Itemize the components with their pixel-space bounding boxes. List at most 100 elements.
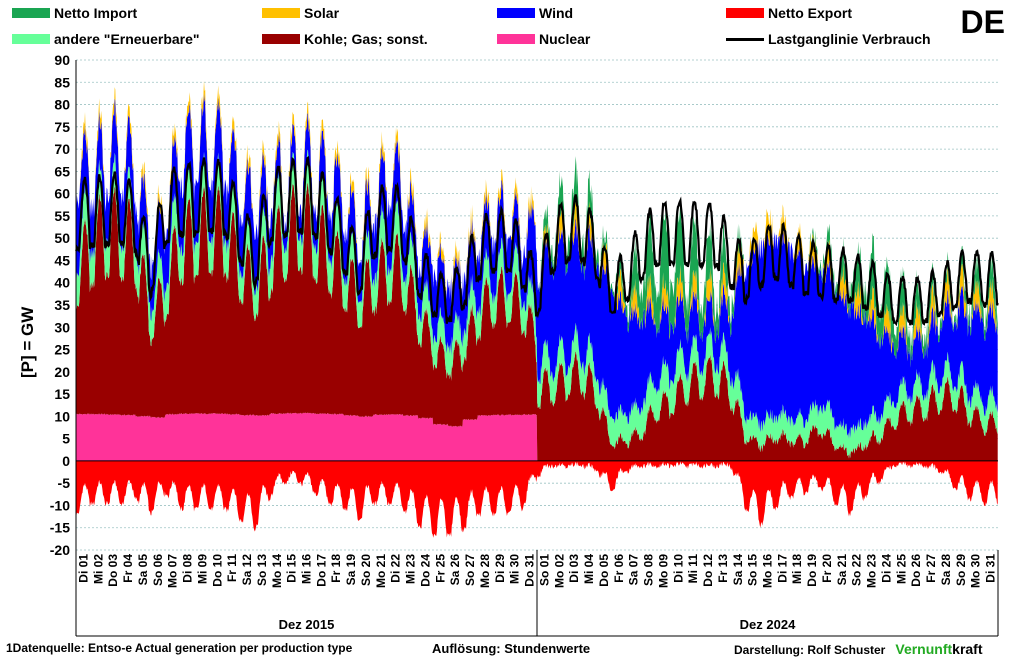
y-tick--5: -5 (58, 475, 71, 491)
legend-label-fossil: Kohle; Gas; sonst. (304, 31, 428, 47)
legend-swatch-renew (12, 34, 50, 44)
x-tick-1-25: Do 26 (909, 554, 923, 587)
x-tick-0-25: Sa 26 (448, 554, 462, 586)
x-tick-1-26: Fr 27 (924, 554, 938, 583)
x-tick-1-21: So 22 (850, 554, 864, 586)
x-tick-labels: Di 01 Mi 02 Do 03 Fr 04 Sa 05 So 06 Mo 07 Di 08… (76, 554, 997, 588)
y-tick-90: 90 (54, 52, 70, 68)
y-tick-45: 45 (54, 252, 70, 268)
y-tick-15: 15 (54, 386, 70, 402)
area-nuclear (76, 412, 998, 461)
footer-author-name: Darstellung: Rolf Schuster (734, 643, 886, 657)
legend-label-export: Netto Export (768, 5, 852, 21)
x-tick-0-1: Mi 02 (91, 554, 105, 584)
x-tick-1-8: Mo 09 (656, 554, 670, 588)
x-tick-1-18: Do 19 (805, 554, 819, 587)
x-tick-1-5: Fr 06 (612, 554, 626, 583)
x-tick-0-8: Mi 09 (195, 554, 209, 584)
x-tick-0-2: Do 03 (106, 554, 120, 587)
legend-item-solar: Solar (262, 5, 339, 21)
x-tick-1-4: Do 05 (597, 554, 611, 587)
x-tick-0-5: So 06 (151, 554, 165, 586)
y-tick-55: 55 (54, 208, 70, 224)
x-tick-1-24: Mi 25 (894, 554, 908, 584)
y-tick-35: 35 (54, 297, 70, 313)
y-tick-80: 80 (54, 97, 70, 113)
x-tick-0-9: Do 10 (210, 554, 224, 587)
legend-item-fossil: Kohle; Gas; sonst. (262, 31, 428, 47)
x-tick-0-29: Mi 30 (508, 554, 522, 584)
legend-label-renew: andere "Erneuerbare" (54, 31, 200, 47)
x-tick-1-20: Sa 21 (835, 554, 849, 586)
y-tick-70: 70 (54, 141, 70, 157)
plot-areas (75, 80, 999, 538)
footer-author: Darstellung: Rolf Schuster Vernunftkraft (734, 641, 983, 657)
x-tick-1-17: Mi 18 (790, 554, 804, 584)
y-tick-0: 0 (62, 453, 70, 469)
x-tick-1-11: Do 12 (701, 554, 715, 587)
y-tick-30: 30 (54, 319, 70, 335)
x-tick-0-11: Sa 12 (240, 554, 254, 586)
x-tick-1-19: Fr 20 (820, 554, 834, 583)
footer-resolution: Auflösung: Stundenwerte (432, 641, 591, 656)
x-tick-0-21: Di 22 (389, 554, 403, 583)
legend-swatch-export (726, 8, 764, 18)
axes (75, 60, 999, 637)
legend-swatch-solar (262, 8, 300, 18)
y-tick-40: 40 (54, 275, 70, 291)
x-tick-1-10: Mi 11 (686, 554, 700, 584)
x-tick-0-24: Fr 25 (433, 554, 447, 583)
legend-label-load: Lastganglinie Verbrauch (768, 31, 931, 47)
x-tick-0-26: So 27 (463, 554, 477, 586)
legend-item-nuclear: Nuclear (497, 31, 590, 47)
x-tick-1-3: Mi 04 (582, 554, 596, 584)
brand-green: Vernunft (895, 641, 953, 657)
brand-black: kraft (952, 641, 983, 657)
x-tick-0-6: Mo 07 (166, 554, 180, 588)
legend-label-import: Netto Import (54, 5, 138, 21)
x-tick-0-22: Mi 23 (404, 554, 418, 584)
area-export (76, 460, 998, 538)
x-tick-1-0: So 01 (537, 554, 551, 586)
group-label-0: Dez 2015 (279, 617, 335, 632)
x-tick-1-1: Mo 02 (552, 554, 566, 588)
y-tick-75: 75 (54, 119, 70, 135)
y-axis-label: [P] = GW (18, 306, 37, 378)
y-tick--15: -15 (50, 520, 70, 536)
x-tick-0-10: Fr 11 (225, 554, 239, 582)
legend-item-load: Lastganglinie Verbrauch (726, 31, 931, 47)
legend-item-wind: Wind (497, 5, 573, 21)
x-tick-0-18: Sa 19 (344, 554, 358, 586)
legend-label-nuclear: Nuclear (539, 31, 591, 47)
y-tick-25: 25 (54, 342, 70, 358)
x-tick-0-7: Di 08 (181, 554, 195, 583)
x-tick-1-30: Di 31 (984, 554, 998, 583)
x-group-labels: Dez 2015 Dez 2024 (279, 617, 796, 632)
x-tick-0-17: Fr 18 (329, 554, 343, 583)
legend-swatch-wind (497, 8, 535, 18)
footer-source: 1Datenquelle: Entso-e Actual generation … (6, 641, 353, 655)
x-tick-1-6: Sa 07 (627, 554, 641, 586)
legend-item-import: Netto Import (12, 5, 137, 21)
x-tick-1-16: Di 17 (775, 554, 789, 583)
x-tick-0-15: Mi 16 (300, 554, 314, 584)
x-tick-0-14: Di 15 (285, 554, 299, 583)
area-fossil (76, 183, 998, 461)
x-tick-1-23: Di 24 (880, 554, 894, 583)
x-tick-1-22: Mo 23 (865, 554, 879, 588)
x-tick-0-28: Di 29 (493, 554, 507, 583)
x-tick-1-27: Sa 28 (939, 554, 953, 586)
legend-swatch-load (726, 37, 764, 41)
x-tick-0-20: Mo 21 (374, 554, 388, 588)
legend-swatch-fossil (262, 34, 300, 44)
y-tick--10: -10 (50, 497, 70, 513)
area-wind (76, 91, 998, 439)
x-tick-0-13: Mo 14 (270, 554, 284, 588)
x-tick-1-7: So 08 (642, 554, 656, 586)
y-tick-10: 10 (54, 408, 70, 424)
y-tick-65: 65 (54, 163, 70, 179)
y-tick--20: -20 (50, 542, 70, 558)
x-tick-1-28: So 29 (954, 554, 968, 586)
y-tick-60: 60 (54, 186, 70, 202)
